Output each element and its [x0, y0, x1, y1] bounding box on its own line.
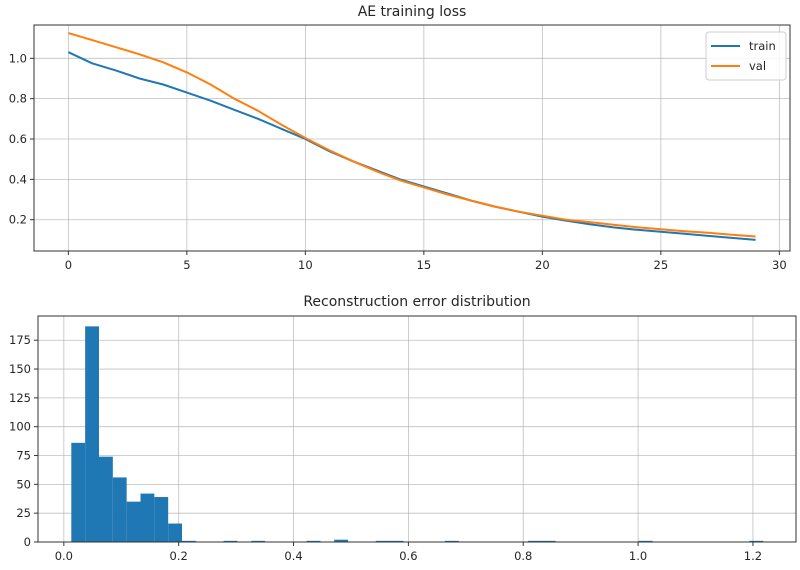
loss-y-tick-label: 0.2 — [9, 213, 27, 227]
loss-y-tick-label: 0.8 — [9, 92, 27, 106]
loss-chart-frame — [33, 24, 791, 252]
hist-x-tick-label: 0.8 — [514, 549, 532, 563]
hist-y-tick-label: 75 — [16, 449, 31, 463]
hist-y-tick-label: 100 — [9, 420, 31, 434]
hist-y-tick-label: 175 — [9, 333, 31, 347]
histogram-bar — [154, 497, 169, 542]
histogram-bar — [749, 540, 764, 542]
hist-x-tick-label: 0.6 — [399, 549, 417, 563]
histogram-bar — [638, 540, 653, 542]
loss-x-tick-label: 0 — [65, 258, 72, 272]
legend: train val — [705, 31, 787, 81]
histogram-bar — [389, 540, 404, 542]
hist-y-tick-label: 150 — [9, 362, 31, 376]
loss-x-tick-label: 30 — [772, 258, 787, 272]
histogram-bar — [71, 442, 86, 542]
histogram-bar — [112, 477, 127, 542]
hist-y-tick-label: 0 — [24, 535, 31, 549]
histogram-bar — [375, 540, 390, 542]
histogram-axes: Reconstruction error distribution 0.0 0.2… — [9, 294, 797, 563]
hist-x-tick-label: 1.0 — [629, 549, 647, 563]
hist-y-tick-label: 125 — [9, 391, 31, 405]
histogram-bar — [85, 326, 99, 542]
histogram-bar — [98, 456, 113, 542]
histogram-bar — [444, 540, 459, 542]
histogram-frame — [37, 315, 797, 543]
val-loss-line — [68, 32, 756, 238]
hist-y-tick-label: 50 — [16, 477, 31, 491]
histogram-bar — [126, 501, 141, 542]
histogram-bar — [306, 540, 321, 542]
hist-x-tick-label: 0.4 — [284, 549, 302, 563]
hist-x-tick-label: 0.2 — [170, 549, 188, 563]
loss-x-tick-label: 10 — [298, 258, 313, 272]
legend-val-label: val — [749, 59, 766, 73]
loss-x-tick-label: 15 — [417, 258, 432, 272]
histogram-bar — [140, 493, 155, 542]
histogram-bar — [182, 540, 196, 542]
histogram-bar — [223, 540, 238, 542]
loss-chart-axes: AE training loss 0 5 10 15 20 25 30 0.2 0.4 0.6 0.… — [9, 4, 791, 272]
histogram-title: Reconstruction error distribution — [303, 294, 530, 310]
train-loss-line — [67, 51, 756, 241]
hist-x-tick-label: 0.0 — [55, 549, 73, 563]
histogram-bar — [168, 523, 183, 542]
hist-x-tick-label: 1.2 — [744, 549, 762, 563]
loss-y-tick-label: 1.0 — [9, 51, 27, 65]
loss-chart-title: AE training loss — [358, 4, 467, 20]
histogram-bar — [528, 540, 542, 542]
loss-x-tick-label: 20 — [535, 258, 550, 272]
loss-x-tick-label: 25 — [654, 258, 669, 272]
histogram-bar — [541, 540, 556, 542]
histogram-bar — [334, 539, 349, 542]
loss-y-tick-label: 0.6 — [9, 132, 27, 146]
loss-y-tick-label: 0.4 — [9, 172, 27, 186]
histogram-bar — [251, 540, 266, 542]
hist-y-tick-label: 25 — [16, 506, 31, 520]
legend-train-label: train — [749, 39, 776, 53]
loss-x-tick-label: 5 — [183, 258, 190, 272]
